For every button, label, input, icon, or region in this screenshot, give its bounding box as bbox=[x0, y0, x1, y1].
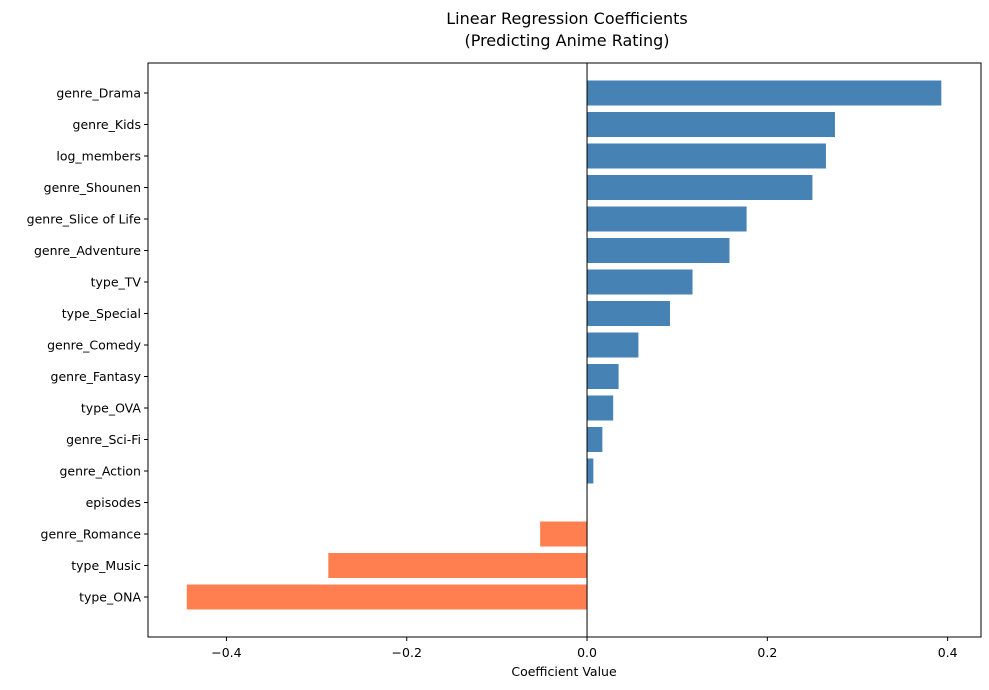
x-tick-label: 0.4 bbox=[938, 645, 958, 660]
category-label: type_TV bbox=[91, 275, 142, 290]
x-tick-label: 0.2 bbox=[757, 645, 777, 660]
bar-genre-slice-of-life bbox=[587, 206, 747, 232]
bar-type-special bbox=[587, 301, 670, 326]
category-label: genre_Slice of Life bbox=[27, 212, 142, 227]
chart-title: Linear Regression Coefficients bbox=[446, 9, 688, 28]
x-tick-label: −0.4 bbox=[211, 645, 241, 660]
chart-subtitle: (Predicting Anime Rating) bbox=[464, 31, 669, 50]
category-label: type_Music bbox=[71, 558, 141, 573]
bar-genre-shounen bbox=[587, 175, 813, 200]
category-label: genre_Comedy bbox=[47, 338, 142, 353]
bar-genre-sci-fi bbox=[587, 427, 603, 452]
bar-genre-adventure bbox=[587, 238, 730, 263]
category-label: type_ONA bbox=[79, 590, 141, 605]
category-label: type_OVA bbox=[81, 401, 142, 416]
bar-type-ona bbox=[186, 584, 588, 610]
bar-genre-romance bbox=[540, 521, 588, 547]
x-ticks: −0.4 −0.2 0.0 0.2 0.4 bbox=[211, 637, 958, 660]
category-label: genre_Kids bbox=[73, 117, 141, 132]
bar-genre-fantasy bbox=[587, 364, 619, 389]
x-tick-label: −0.2 bbox=[392, 645, 422, 660]
bar-type-ova bbox=[587, 395, 614, 421]
category-label: genre_Shounen bbox=[44, 180, 141, 195]
x-tick-label: 0.0 bbox=[577, 645, 597, 660]
category-label: episodes bbox=[86, 495, 141, 510]
bar-type-tv bbox=[587, 269, 693, 295]
bar-genre-kids bbox=[587, 112, 835, 137]
bar-log-members bbox=[587, 143, 826, 169]
plot-frame bbox=[147, 62, 982, 638]
category-label: log_members bbox=[56, 149, 141, 164]
category-label: genre_Sci-Fi bbox=[66, 432, 141, 447]
bar-genre-comedy bbox=[587, 332, 639, 358]
category-label: genre_Drama bbox=[56, 86, 141, 101]
category-label: type_Special bbox=[62, 306, 141, 321]
bars-group bbox=[186, 80, 942, 610]
bar-type-music bbox=[328, 553, 588, 578]
bar-genre-drama bbox=[587, 80, 942, 106]
bar-genre-action bbox=[587, 458, 594, 484]
x-axis-label: Coefficient Value bbox=[511, 664, 617, 679]
category-label: genre_Romance bbox=[41, 527, 142, 542]
category-label: genre_Action bbox=[59, 464, 141, 479]
category-label: genre_Fantasy bbox=[51, 369, 142, 384]
category-labels: genre_Drama genre_Kids log_members genre_Sh… bbox=[27, 86, 148, 605]
category-label: genre_Adventure bbox=[34, 243, 141, 258]
